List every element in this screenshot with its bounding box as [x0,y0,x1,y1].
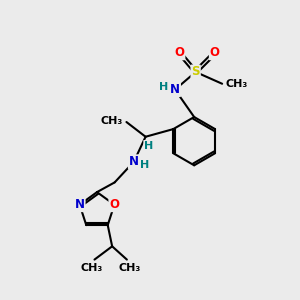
Text: CH₃: CH₃ [80,262,103,272]
Text: CH₃: CH₃ [101,116,123,126]
Text: N: N [170,83,180,96]
Text: CH₃: CH₃ [226,79,248,89]
Text: H: H [144,141,153,151]
Text: O: O [174,46,184,59]
Text: N: N [129,155,139,168]
Text: O: O [110,198,119,211]
Text: H: H [159,82,169,92]
Text: N: N [75,198,85,211]
Text: O: O [210,46,220,59]
Text: H: H [140,160,150,170]
Text: CH₃: CH₃ [119,262,141,272]
Text: S: S [191,65,200,79]
